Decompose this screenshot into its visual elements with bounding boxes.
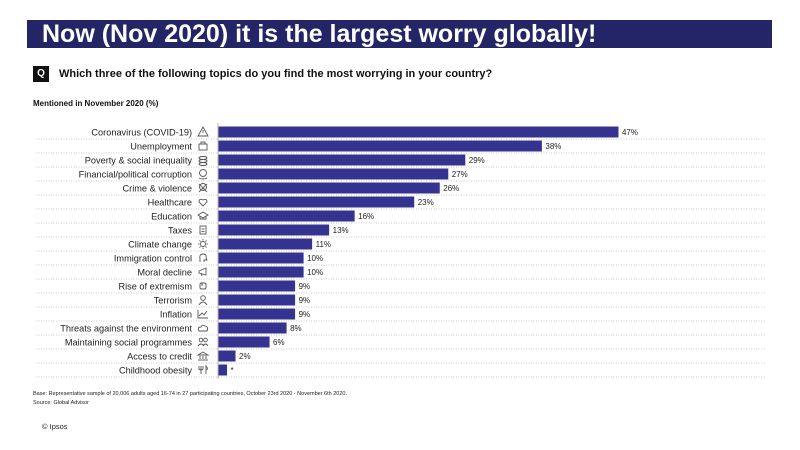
bar <box>218 364 228 376</box>
head-icon <box>199 253 208 262</box>
category-label: Childhood obesity <box>119 366 192 376</box>
category-label: Taxes <box>168 226 192 236</box>
category-label: Terrorism <box>154 296 193 306</box>
category-label: Climate change <box>128 240 192 250</box>
category-label: Immigration control <box>114 254 192 264</box>
bank-icon <box>196 351 210 361</box>
bar <box>218 196 415 208</box>
bar <box>218 210 355 222</box>
data-label: 10% <box>307 268 323 277</box>
data-label: 9% <box>299 310 311 319</box>
data-label: 9% <box>299 296 311 305</box>
hand-money-icon <box>198 169 208 180</box>
briefcase-icon <box>198 141 208 151</box>
category-label: Rise of extremism <box>118 282 192 292</box>
category-label: Coronavirus (COVID-19) <box>91 128 192 138</box>
category-label: Financial/political corruption <box>79 170 192 180</box>
person-icon <box>198 295 208 306</box>
data-label: 26% <box>443 184 459 193</box>
people-icon <box>197 337 209 347</box>
data-label: 47% <box>622 128 638 137</box>
data-label: 29% <box>469 156 485 165</box>
question-text: Which three of the following topics do y… <box>59 68 493 80</box>
data-label: 2% <box>239 352 251 361</box>
document-icon <box>199 225 207 235</box>
cloud-icon <box>197 324 209 332</box>
trend-chart-icon <box>197 310 208 319</box>
bar <box>218 182 440 194</box>
chart-subtitle: Mentioned in November 2020 (%) <box>33 99 159 108</box>
category-label: Inflation <box>160 310 192 320</box>
base-note: Base: Representative sample of 20,006 ad… <box>33 391 347 397</box>
bar <box>218 322 287 334</box>
bar <box>218 126 619 138</box>
bar <box>218 224 330 236</box>
category-label: Access to credit <box>127 352 192 362</box>
banner-title: Now (Nov 2020) it is the largest worry g… <box>27 20 772 48</box>
data-label: 10% <box>307 254 323 263</box>
bar <box>218 280 296 292</box>
bar <box>218 238 313 250</box>
data-label: 8% <box>290 324 302 333</box>
copyright: © Ipsos <box>42 422 68 431</box>
megaphone-icon <box>198 267 207 277</box>
warning-icon <box>197 126 209 137</box>
data-label: 6% <box>273 338 285 347</box>
category-label: Poverty & social inequality <box>85 156 193 166</box>
heart-hand-icon <box>198 198 208 207</box>
sun-icon <box>198 239 208 249</box>
category-label: Maintaining social programmes <box>65 338 193 348</box>
bar <box>218 266 304 278</box>
bar <box>218 168 449 180</box>
bar <box>218 350 236 362</box>
bar <box>218 140 542 152</box>
source-note: Source: Global Advisor <box>33 400 89 406</box>
footnote: Base: Representative sample of 20,006 ad… <box>33 390 347 408</box>
category-label: Crime & violence <box>123 184 192 194</box>
data-label: 16% <box>358 212 374 221</box>
data-label: 23% <box>418 198 434 207</box>
category-label: Education <box>151 212 192 222</box>
fist-icon <box>199 282 207 290</box>
data-label: 13% <box>333 226 349 235</box>
data-label: 38% <box>545 142 561 151</box>
question-badge: Q <box>33 66 49 82</box>
bar <box>218 154 466 166</box>
category-label: Threats against the environment <box>60 324 192 334</box>
data-label: 9% <box>299 282 311 291</box>
fork-knife-icon <box>198 364 208 374</box>
coins-icon <box>198 156 208 166</box>
bar <box>218 252 304 264</box>
bar <box>218 336 270 348</box>
category-label: Unemployment <box>130 142 192 152</box>
bar <box>218 294 296 306</box>
data-label: * <box>231 366 234 375</box>
data-label: 27% <box>452 170 468 179</box>
graduation-cap-icon <box>197 211 209 220</box>
category-label: Moral decline <box>137 268 192 278</box>
data-label: 11% <box>316 240 331 249</box>
bar <box>218 308 296 320</box>
category-label: Healthcare <box>148 198 192 208</box>
skull-icon <box>198 183 208 193</box>
